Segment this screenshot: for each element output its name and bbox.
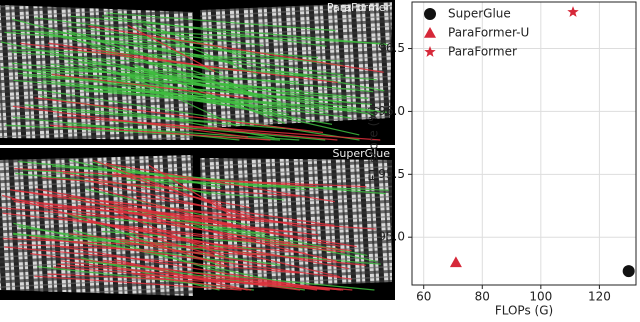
- legend-label: SuperGlue: [448, 7, 511, 21]
- legend-marker: [424, 46, 436, 57]
- match-line: [51, 109, 286, 130]
- match-line: [126, 73, 237, 127]
- legend-label: ParaFormer-U: [448, 26, 529, 40]
- match-line: [18, 161, 269, 185]
- x-axis-label: FLOPs (G): [495, 304, 553, 318]
- match-line: [132, 69, 341, 104]
- match-line: [58, 57, 216, 81]
- legend-label: ParaFormer: [448, 45, 517, 59]
- match-line: [106, 12, 336, 32]
- match-image: ParaFormer: [0, 0, 395, 145]
- match-line: [74, 166, 306, 191]
- legend-marker: [424, 27, 436, 38]
- match-line: [1, 66, 347, 99]
- match-line: [103, 200, 242, 217]
- match-line: [53, 244, 329, 291]
- match-line: [69, 15, 389, 46]
- match-line: [62, 172, 251, 209]
- x-tick-label: 120: [588, 290, 611, 304]
- match-line: [101, 88, 241, 108]
- match-line: [85, 188, 249, 226]
- x-tick-label: 60: [416, 290, 431, 304]
- match-line: [91, 186, 232, 227]
- plot-frame: [411, 1, 637, 286]
- match-line: [50, 124, 271, 141]
- y-tick-label: 95.5: [378, 167, 405, 181]
- match-line: [51, 73, 252, 99]
- x-tick-label: 100: [529, 290, 552, 304]
- marker: [449, 256, 462, 268]
- match-line: [102, 259, 318, 291]
- match-line: [2, 237, 243, 250]
- match-line: [135, 195, 335, 227]
- match-line: [65, 124, 300, 141]
- panel-label: SuperGlue: [332, 147, 390, 160]
- match-line: [34, 31, 344, 76]
- match-line: [112, 87, 351, 119]
- scatter-plot: 60 80 100 120 95.0 95.5 96.0 96.5 FLOPs (G) F1-sc…: [367, 1, 637, 318]
- match-line: [14, 167, 317, 188]
- match-line: [29, 235, 353, 280]
- y-tick-label: 96.5: [378, 41, 405, 55]
- match-line: [134, 24, 258, 76]
- match-line: [13, 200, 291, 244]
- legend-marker: [424, 8, 436, 20]
- match-line: [119, 240, 272, 267]
- match-line: [148, 164, 231, 216]
- match-line: [127, 24, 216, 73]
- match-line: [34, 97, 324, 134]
- match-line: [102, 15, 327, 47]
- y-tick-label: 95.0: [378, 230, 405, 244]
- match-line: [118, 119, 338, 141]
- match-line: [34, 17, 264, 47]
- marker: [567, 6, 579, 17]
- y-axis-label: F1-score (%): [367, 106, 381, 182]
- match-line: [139, 275, 252, 291]
- x-tick-label: 80: [475, 290, 490, 304]
- match-line: [9, 49, 344, 62]
- match-line: [15, 172, 285, 201]
- match-line: [2, 212, 352, 252]
- marker: [622, 265, 635, 278]
- match-line: [60, 260, 301, 291]
- panel-label: ParaFormer: [327, 1, 391, 14]
- match-line: [9, 189, 233, 225]
- match-line: [41, 177, 298, 197]
- match-line: [24, 104, 211, 123]
- match-line: [12, 116, 240, 141]
- match-line: [105, 162, 335, 203]
- match-line: [34, 275, 242, 291]
- match-line: [47, 273, 267, 285]
- match-line: [88, 25, 384, 73]
- match-line: [121, 226, 346, 253]
- match-line: [4, 246, 300, 274]
- match-line: [19, 42, 338, 84]
- match-line: [80, 62, 374, 93]
- match-line: [85, 261, 375, 291]
- match-line: [57, 115, 381, 141]
- match-line: [93, 159, 255, 220]
- match-line: [108, 207, 338, 262]
- match-line: [13, 189, 300, 225]
- match-line: [69, 233, 366, 266]
- match-line: [60, 67, 302, 92]
- match-image: SuperGlue: [0, 147, 395, 300]
- y-tick-label: 96.0: [378, 104, 405, 118]
- match-line: [113, 171, 223, 206]
- match-line: [11, 198, 319, 236]
- match-line: [34, 88, 360, 141]
- match-line: [47, 33, 215, 71]
- match-line: [136, 235, 306, 254]
- match-line: [44, 235, 381, 265]
- match-line: [102, 35, 343, 67]
- match-line: [135, 228, 340, 278]
